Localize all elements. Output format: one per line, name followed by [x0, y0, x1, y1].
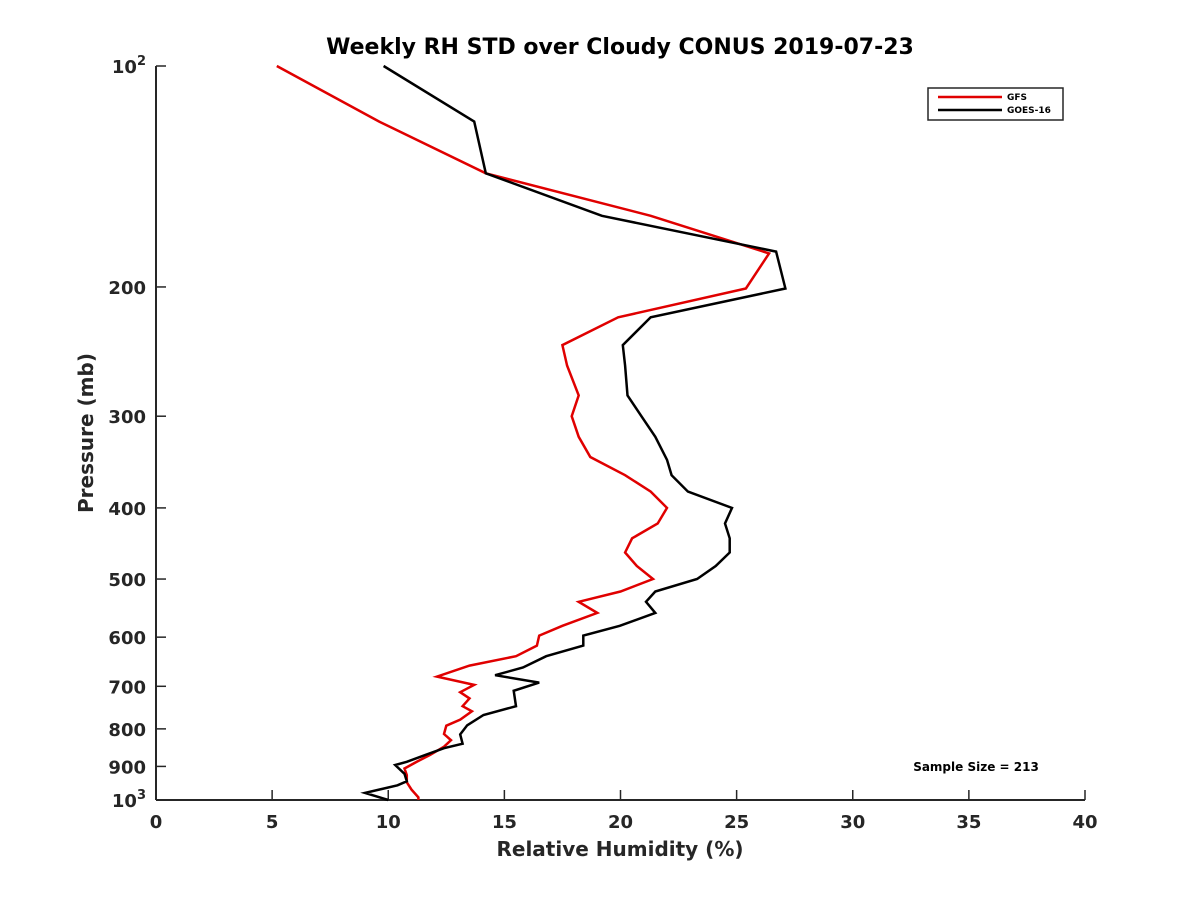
- series-line-gfs: [276, 64, 772, 800]
- x-tick-label: 15: [492, 812, 517, 833]
- legend-box: [927, 87, 1064, 121]
- x-axis-label: Relative Humidity (%): [496, 837, 743, 861]
- x-tick-label: 10: [376, 812, 401, 833]
- y-tick-label: 900: [108, 757, 146, 778]
- legend-label: GOES-16: [1007, 106, 1051, 116]
- y-tick-label: 300: [108, 407, 146, 428]
- legend-label: GFS: [1007, 93, 1027, 103]
- x-tick-label: 35: [956, 812, 981, 833]
- x-tick-label: 25: [724, 812, 749, 833]
- x-tick-label: 5: [266, 812, 279, 833]
- y-axis-label: Pressure (mb): [74, 353, 98, 513]
- y-tick-label: 103: [112, 788, 146, 812]
- y-tick-label: 700: [108, 677, 146, 698]
- y-tick-label: 400: [108, 499, 146, 520]
- series-line-goes-16: [360, 64, 787, 802]
- tick-exponent: 2: [137, 54, 146, 69]
- y-tick-label: 500: [108, 570, 146, 591]
- x-tick-label: 40: [1072, 812, 1097, 833]
- y-tick-label: 200: [108, 278, 146, 299]
- chart-title: Weekly RH STD over Cloudy CONUS 2019-07-…: [326, 35, 914, 60]
- y-tick-label: 600: [108, 628, 146, 649]
- sample-size-annotation: Sample Size = 213: [913, 760, 1039, 774]
- x-tick-label: 0: [150, 812, 163, 833]
- y-tick-label: 102: [112, 54, 146, 78]
- x-tick-label: 20: [608, 812, 633, 833]
- y-tick-label: 800: [108, 720, 146, 741]
- x-tick-label: 30: [840, 812, 865, 833]
- tick-exponent: 3: [137, 788, 146, 803]
- series-layer: [276, 64, 787, 802]
- tick-base: 10: [112, 57, 137, 78]
- axes: 0 5 10 15 20 25 30 35 40102200300400500600700800…: [108, 54, 1097, 833]
- tick-base: 10: [112, 791, 137, 812]
- legend: GFS GOES-16: [927, 87, 1064, 121]
